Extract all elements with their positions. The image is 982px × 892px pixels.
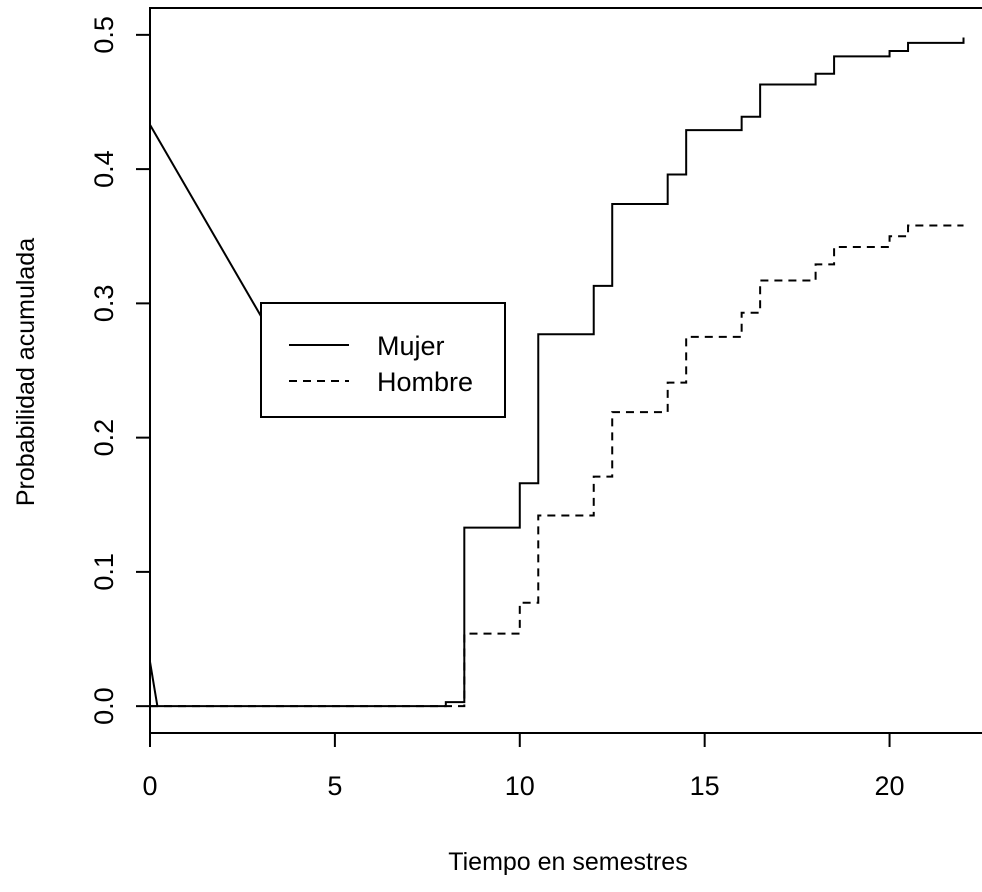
- x-tick-label: 0: [142, 771, 157, 801]
- series-mujer: [150, 37, 965, 708]
- y-tick-label: 0.5: [89, 16, 119, 54]
- x-tick-label: 5: [327, 771, 342, 801]
- x-tick-label: 15: [690, 771, 720, 801]
- legend-label: Mujer: [377, 331, 445, 361]
- legend-box: [260, 302, 506, 418]
- y-tick-label: 0.1: [89, 553, 119, 591]
- series-hombre: [150, 224, 964, 708]
- y-tick-label: 0.0: [89, 687, 119, 725]
- x-tick-label: 10: [505, 771, 535, 801]
- y-tick-label: 0.3: [89, 285, 119, 323]
- x-axis-title: Tiempo en semestres: [448, 848, 687, 876]
- y-axis-title: Probabilidad acumulada: [12, 238, 40, 506]
- plot-box: [149, 7, 982, 734]
- legend: Mujer Hombre: [260, 302, 506, 418]
- extra-line: [149, 661, 159, 707]
- plot-frame: [149, 7, 982, 734]
- x-tick-label: 20: [875, 771, 905, 801]
- y-tick-label: 0.4: [89, 150, 119, 188]
- y-tick-label: 0.2: [89, 419, 119, 457]
- axes: 0 5 10 15 20 0.0 0.1 0.2 0.3 0.4 0.5: [89, 16, 905, 801]
- legend-label: Hombre: [377, 367, 473, 397]
